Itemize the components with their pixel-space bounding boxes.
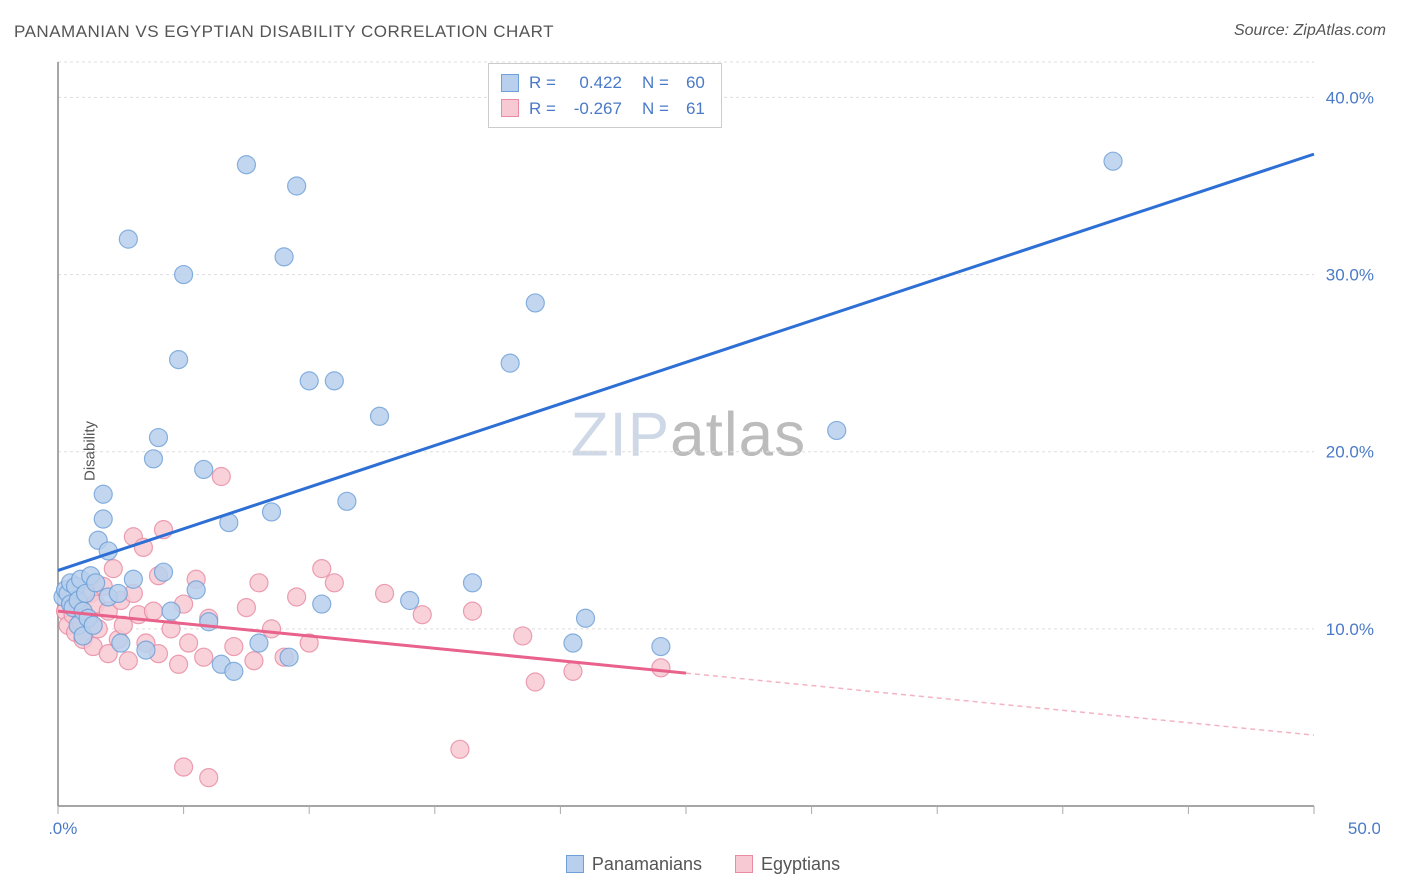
r-value: -0.267 [566, 96, 622, 122]
swatch-pink-icon [735, 855, 753, 873]
n-label: N = [642, 70, 669, 96]
legend-item-panamanians: Panamanians [566, 854, 702, 875]
legend-item-egyptians: Egyptians [735, 854, 840, 875]
svg-text:30.0%: 30.0% [1326, 266, 1374, 285]
svg-text:10.0%: 10.0% [1326, 620, 1374, 639]
scatter-svg: 0.0% 50.0% 10.0% 20.0% 30.0% 40.0% [50, 56, 1380, 846]
plot-area: Disability ZIPatlas 0.0%50.0%10.0%20.0%3… [50, 56, 1380, 846]
svg-text:50.0%: 50.0% [1348, 819, 1380, 838]
r-label: R = [529, 96, 556, 122]
svg-text:0.0%: 0.0% [50, 819, 77, 838]
swatch-blue-icon [501, 74, 519, 92]
legend-label: Panamanians [592, 854, 702, 875]
svg-text:40.0%: 40.0% [1326, 88, 1374, 107]
swatch-pink-icon [501, 99, 519, 117]
legend-row-2: R = -0.267 N = 61 [501, 96, 705, 122]
r-label: R = [529, 70, 556, 96]
n-label: N = [642, 96, 669, 122]
series-legend: Panamanians Egyptians [0, 854, 1406, 879]
chart-title: PANAMANIAN VS EGYPTIAN DISABILITY CORREL… [14, 22, 554, 42]
n-value: 60 [679, 70, 705, 96]
legend-row-1: R = 0.422 N = 60 [501, 70, 705, 96]
correlation-legend: R = 0.422 N = 60 R = -0.267 N = 61 [488, 63, 722, 128]
chart-container: PANAMANIAN VS EGYPTIAN DISABILITY CORREL… [0, 0, 1406, 892]
legend-label: Egyptians [761, 854, 840, 875]
n-value: 61 [679, 96, 705, 122]
svg-text:20.0%: 20.0% [1326, 443, 1374, 462]
source-credit: Source: ZipAtlas.com [1234, 22, 1386, 40]
swatch-blue-icon [566, 855, 584, 873]
r-value: 0.422 [566, 70, 622, 96]
